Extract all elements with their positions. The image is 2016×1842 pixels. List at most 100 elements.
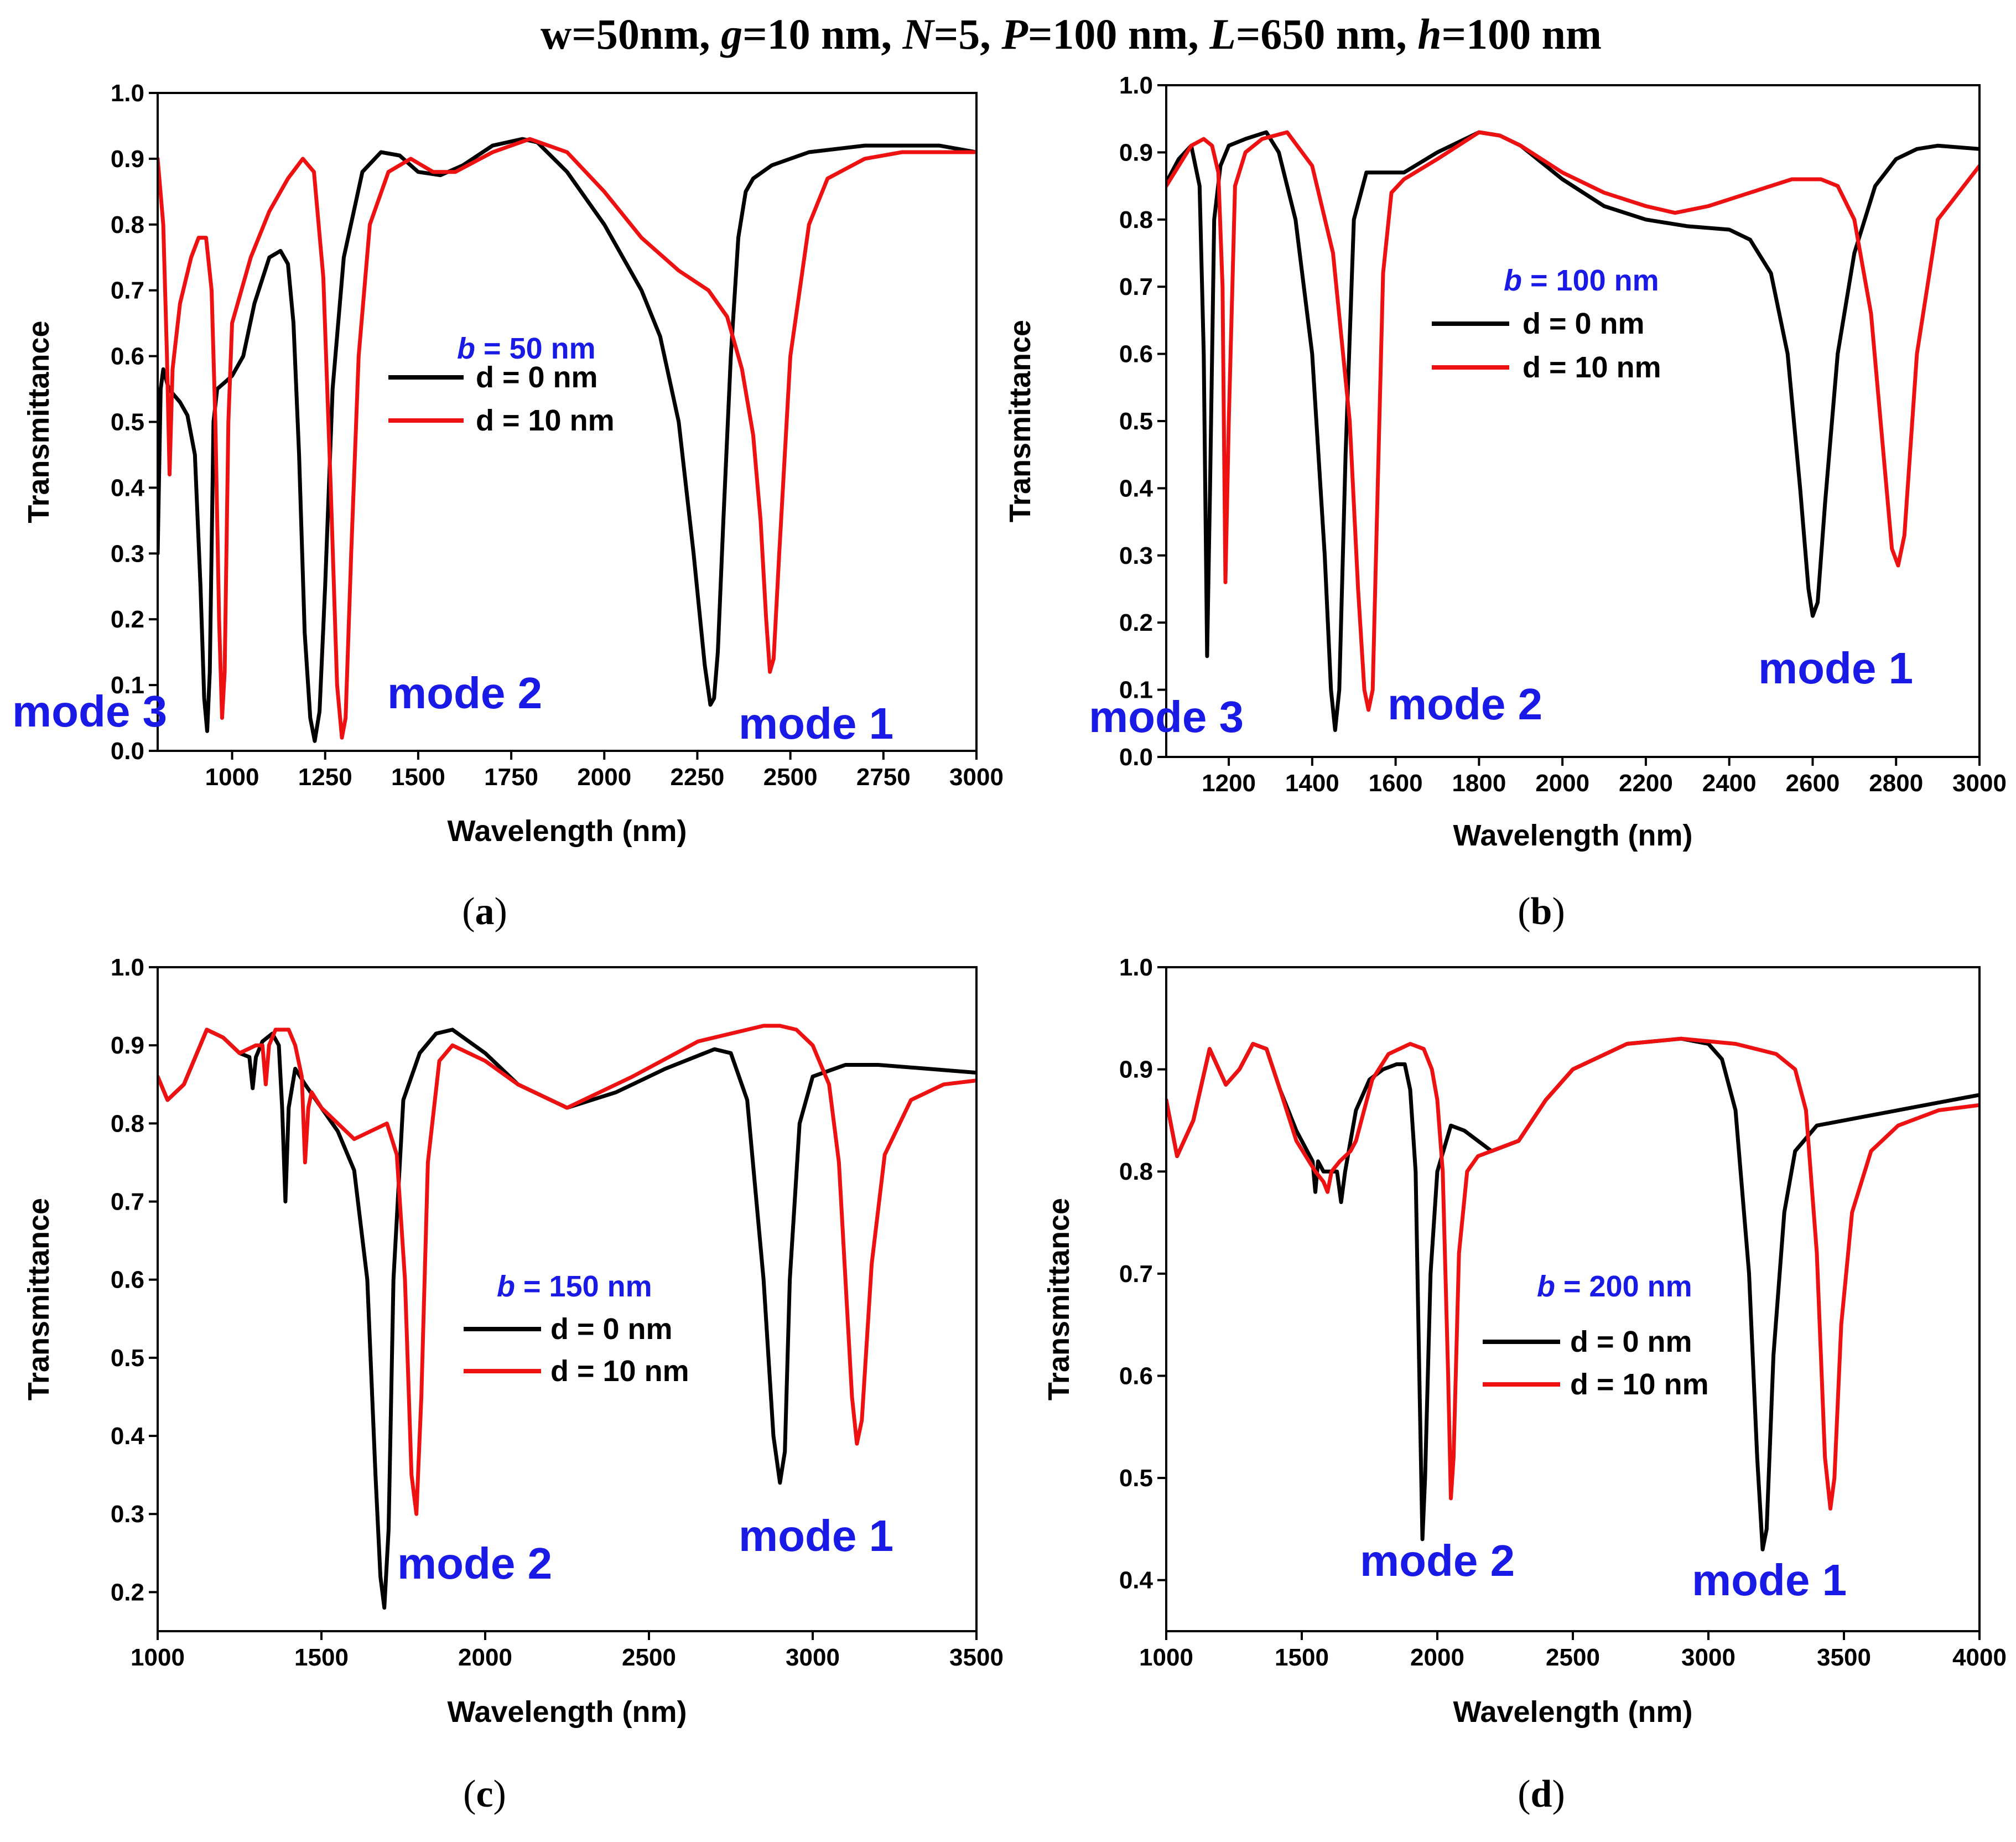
x-axis-title: Wavelength (nm) [447,814,687,848]
panel-d: 1000 1500 2000 2500 3000 3500 4000 0.4 0.5 0.6 0.7… [1042,954,2007,1815]
param-var: b [457,332,475,365]
panel-b: 1200 1400 1600 1800 2000 2200 2400 2600 2800 3000… [1004,72,2007,933]
mode-label: mode 1 [1692,1555,1847,1605]
legend-label: d = 0 nm [1570,1325,1692,1358]
y-axis-title: Transmittance [1004,320,1037,522]
x-tick-label: 1000 [1139,1644,1193,1671]
legend-label: d = 10 nm [1570,1368,1709,1401]
y-tick-label: 0.7 [1119,273,1153,300]
mode-label: mode 3 [1089,692,1244,741]
x-tick-label: 2500 [763,764,818,791]
panel-c: 1000 1500 2000 2500 3000 3500 0.2 0.3 0.4 0.5 0.6 0… [22,954,1004,1815]
param-var: b [1537,1270,1555,1303]
legend-label: d = 0 nm [550,1312,673,1346]
x-tick-label: 2500 [1546,1644,1600,1671]
mode-label: mode 1 [739,1511,893,1560]
mode-label: mode 2 [387,668,542,718]
y-tick-label: 0.9 [1119,139,1153,166]
x-tick-label: 2750 [856,764,911,791]
y-tick-label: 0.6 [1119,341,1153,368]
x-tick-label: 3000 [949,764,1004,791]
x-tick-label: 2500 [622,1644,676,1671]
y-tick-label: 0.3 [1119,542,1153,569]
mode-label: mode 2 [397,1539,552,1588]
y-tick-label: 0.4 [111,474,145,501]
x-tick-label: 1000 [131,1644,185,1671]
panel-caption: (a) [462,890,507,933]
title-part: N [902,10,936,58]
plot-frame [157,966,978,1632]
x-tick-label: 2200 [1619,770,1673,797]
x-tick-label: 3000 [786,1644,840,1671]
legend-label: d = 10 nm [476,404,615,437]
y-tick-label: 1.0 [111,954,144,981]
y-tick-label: 0.5 [1119,408,1153,435]
x-tick-label: 3500 [1817,1644,1871,1671]
x-tick-label: 1800 [1452,770,1506,797]
legend: d = 0 nm d = 10 nm [464,1312,689,1388]
param-value: = 50 nm [475,332,596,365]
x-tick-label: 2250 [671,764,725,791]
series-line-d10 [1166,1036,1979,1511]
x-tick-label: 1250 [298,764,352,791]
legend: d = 0 nm d = 10 nm [1432,307,1661,384]
mode-label: mode 3 [12,687,167,736]
legend-label: d = 10 nm [550,1355,689,1388]
title-part: P [1001,10,1028,58]
y-tick-label: 0.2 [111,1579,144,1606]
x-tick-label: 2000 [1410,1644,1464,1671]
y-tick-label: 1.0 [1119,72,1153,99]
param-var: b [1504,264,1522,297]
title-part: L [1209,10,1236,58]
title-part: =100 nm, [1028,10,1209,58]
y-tick-label: 0.8 [1119,1158,1153,1185]
panel-caption: (c) [463,1773,506,1815]
y-tick-label: 0.4 [1119,475,1154,502]
mode-label: mode 2 [1360,1536,1515,1585]
param-value: = 150 nm [515,1270,652,1303]
series-line-d10 [1166,130,1979,712]
y-tick-label: 0.1 [111,672,144,699]
series-line-d0 [158,1028,976,1610]
x-tick-label: 1500 [1275,1644,1329,1671]
x-tick-label: 1750 [484,764,538,791]
y-axis-title: Transmittance [22,1198,55,1400]
x-axis-title: Wavelength (nm) [1453,819,1692,852]
x-tick-label: 2400 [1702,770,1757,797]
mode-label: mode 2 [1388,679,1542,729]
y-tick-label: 0.9 [111,146,144,173]
title-part: w=50nm, [541,10,721,58]
y-tick-label: 0.1 [1119,677,1153,704]
legend-label: d = 0 nm [476,361,598,394]
y-tick-label: 0.7 [111,1189,144,1216]
x-tick-label: 3000 [1681,1644,1736,1671]
y-tick-label: 0.5 [111,1345,144,1372]
title-part: g [720,10,742,58]
x-tick-label: 1400 [1285,770,1339,797]
series-line-d10 [158,137,976,740]
y-tick-label: 0.7 [1119,1260,1153,1288]
y-tick-label: 1.0 [111,80,144,107]
y-tick-label: 0.9 [111,1032,144,1059]
param-value: = 200 nm [1555,1270,1692,1303]
y-tick-label: 1.0 [1119,954,1153,981]
x-tick-label: 1500 [294,1644,349,1671]
x-tick-label: 3000 [1952,770,2007,797]
legend: d = 0 nm d = 10 nm [388,361,615,437]
title-part: =100 nm [1442,10,1602,58]
legend: d = 0 nm d = 10 nm [1483,1325,1709,1401]
param-label: b = 100 nm [1504,264,1659,297]
param-label: b = 150 nm [497,1270,652,1303]
param-var: b [497,1270,515,1303]
y-tick-label: 0.4 [1119,1567,1154,1594]
param-label: b = 200 nm [1537,1270,1692,1303]
x-tick-label: 4000 [1952,1644,2007,1671]
x-tick-label: 2800 [1869,770,1923,797]
param-label: b = 50 nm [457,332,596,365]
title-part: =650 nm, [1236,10,1417,58]
title-part: h [1417,10,1441,58]
y-tick-label: 0.3 [111,1501,144,1528]
y-tick-label: 0.2 [1119,609,1153,636]
figure-title: w=50nm, g=10 nm, N=5, P=100 nm, L=650 nm… [541,10,1602,58]
y-tick-label: 0.6 [111,1267,144,1294]
